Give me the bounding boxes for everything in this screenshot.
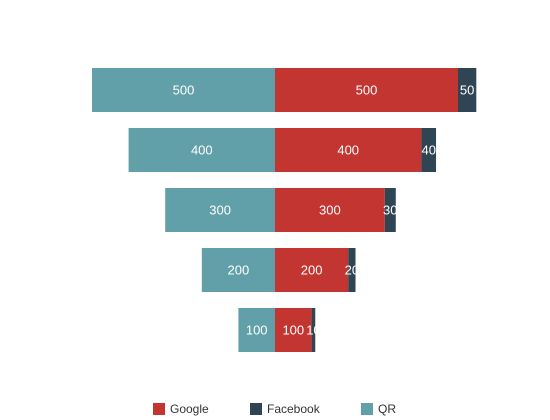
legend-item-qr[interactable]: QR	[361, 402, 396, 416]
bar-google-2[interactable]	[275, 128, 422, 172]
bar-qr-4[interactable]	[201, 248, 275, 292]
legend-item-google[interactable]: Google	[153, 402, 209, 416]
bar-facebook-2[interactable]	[421, 128, 437, 172]
label-google-4: 200	[301, 263, 323, 278]
label-google-3: 300	[319, 203, 341, 218]
bar-qr-2[interactable]	[128, 128, 275, 172]
bar-qr-3[interactable]	[165, 188, 275, 232]
bar-qr-5[interactable]	[238, 308, 275, 352]
bar-facebook-3[interactable]	[384, 188, 396, 232]
label-facebook-2: 40	[421, 143, 435, 158]
label-google-5: 100	[282, 323, 304, 338]
legend-label-google: Google	[170, 402, 209, 416]
bar-facebook-5[interactable]	[311, 308, 316, 352]
bar-google-1[interactable]	[275, 68, 458, 112]
label-google-1: 500	[356, 83, 378, 98]
legend-swatch-qr	[361, 403, 373, 415]
chart-legend: Google Facebook QR	[0, 400, 550, 418]
bar-facebook-1[interactable]	[458, 68, 477, 112]
legend-swatch-google	[153, 403, 165, 415]
bar-google-3[interactable]	[275, 188, 385, 232]
bar-google-4[interactable]	[275, 248, 349, 292]
label-qr-1: 500	[173, 83, 195, 98]
label-facebook-3: 30	[383, 203, 397, 218]
label-qr-3: 300	[209, 203, 231, 218]
label-qr-4: 200	[228, 263, 250, 278]
label-facebook-1: 50	[460, 83, 474, 98]
label-qr-5: 100	[246, 323, 268, 338]
label-facebook-5: 10	[306, 323, 320, 338]
bar-google-5[interactable]	[275, 308, 312, 352]
legend-item-facebook[interactable]: Facebook	[250, 402, 320, 416]
bar-qr-1[interactable]	[92, 68, 275, 112]
legend-label-facebook: Facebook	[267, 402, 320, 416]
label-facebook-4: 20	[345, 263, 359, 278]
bar-facebook-4[interactable]	[348, 248, 356, 292]
label-google-2: 400	[337, 143, 359, 158]
legend-label-qr: QR	[378, 402, 396, 416]
legend-swatch-facebook	[250, 403, 262, 415]
label-qr-2: 400	[191, 143, 213, 158]
